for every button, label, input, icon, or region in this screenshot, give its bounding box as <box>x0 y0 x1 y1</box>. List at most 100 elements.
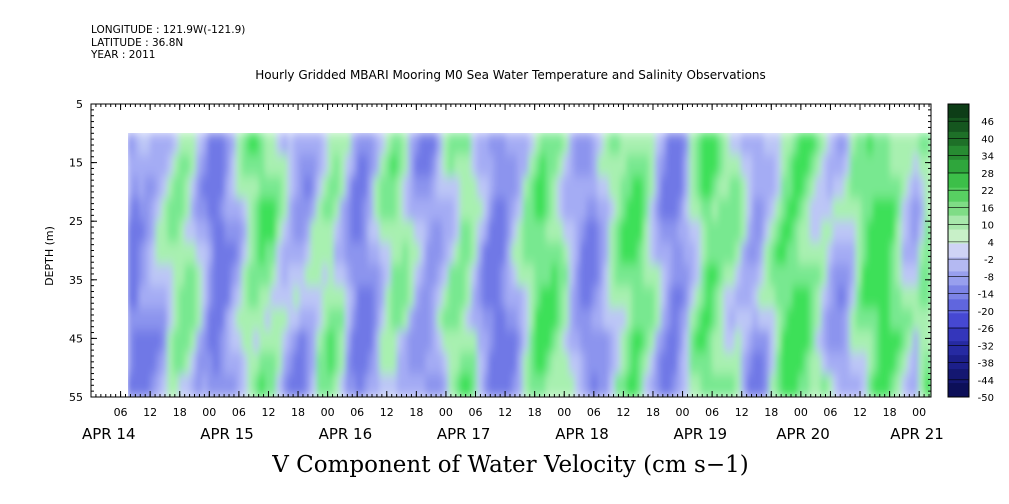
heatmap-cell <box>557 176 565 201</box>
heatmap-cell <box>803 220 812 245</box>
heatmap-cell <box>706 352 715 377</box>
heatmap-cell <box>689 242 697 267</box>
heatmap-cell <box>763 330 772 355</box>
heatmap-cell <box>603 264 611 289</box>
heatmap-cell <box>408 176 416 201</box>
heatmap-cell <box>413 286 422 311</box>
heatmap-cell <box>786 374 795 397</box>
heatmap-cell <box>333 308 342 333</box>
heatmap-cell <box>803 264 812 289</box>
x-hour-tick-label: 00 <box>321 406 335 419</box>
heatmap-cell <box>924 330 931 355</box>
heatmap-cell <box>430 374 439 397</box>
heatmap-cell <box>901 220 910 245</box>
heatmap-cell <box>792 198 801 223</box>
heatmap-cell <box>442 242 451 267</box>
heatmap-cell <box>213 198 221 223</box>
heatmap-cell <box>597 220 606 245</box>
heatmap-cell <box>453 220 462 245</box>
heatmap-cell <box>362 220 370 245</box>
heatmap-cell <box>207 286 216 311</box>
heatmap-cell <box>746 308 755 333</box>
colorbar-label: -8 <box>984 272 994 283</box>
heatmap-cell <box>637 264 646 289</box>
heatmap-cell <box>792 308 801 333</box>
heatmap-cell <box>637 242 646 267</box>
heatmap-cell <box>488 352 497 377</box>
heatmap-cell <box>884 176 892 201</box>
heatmap-cell <box>281 220 290 245</box>
heatmap-cell <box>551 352 560 377</box>
heatmap-cell <box>884 352 892 377</box>
heatmap-cell <box>712 176 720 201</box>
heatmap-cell <box>574 176 583 201</box>
x-date-label: APR 20 <box>776 425 830 443</box>
heatmap-cell <box>207 154 216 179</box>
x-hour-tick-label: 00 <box>676 406 690 419</box>
heatmap-cell <box>849 154 858 179</box>
heatmap-cell <box>654 198 663 223</box>
heatmap-cell <box>574 352 583 377</box>
heatmap-cell <box>889 154 898 179</box>
heatmap-cell <box>299 176 307 201</box>
heatmap-cell <box>843 176 852 201</box>
heatmap-cell <box>132 176 141 201</box>
heatmap-cell <box>425 220 433 245</box>
heatmap-cell <box>729 242 737 267</box>
y-tick-label: 45 <box>69 332 83 345</box>
heatmap-cell <box>620 286 629 311</box>
heatmap-cell <box>390 176 399 201</box>
heatmap-cell <box>654 154 663 179</box>
heatmap-cell <box>224 242 233 267</box>
colorbar-label: 16 <box>981 203 994 214</box>
heatmap-cell <box>413 374 422 397</box>
heatmap-cell <box>344 374 353 397</box>
heatmap-cell <box>385 352 393 377</box>
heatmap-cell <box>798 176 806 201</box>
heatmap-cell <box>855 374 864 397</box>
heatmap-cell <box>517 198 525 223</box>
heatmap-cell <box>258 133 267 157</box>
heatmap-cell <box>442 352 451 377</box>
heatmap-cell <box>172 264 181 289</box>
heatmap-cell <box>901 286 910 311</box>
heatmap-cell <box>367 308 376 333</box>
heatmap-cell <box>545 176 554 201</box>
heatmap-cell <box>253 286 261 311</box>
heatmap-cell <box>740 330 749 355</box>
heatmap-cell <box>683 133 692 157</box>
heatmap-cell <box>270 220 279 245</box>
heatmap-cell <box>396 330 405 355</box>
heatmap-cell <box>235 220 244 245</box>
heatmap-cell <box>241 220 250 245</box>
heatmap-cell <box>597 198 606 223</box>
heatmap-cell <box>677 264 686 289</box>
heatmap-cell <box>430 242 439 267</box>
heatmap-cell <box>654 286 663 311</box>
x-hour-tick-label: 12 <box>735 406 749 419</box>
heatmap-cell <box>694 133 703 157</box>
heatmap-cell <box>689 198 697 223</box>
heatmap-cell <box>620 374 629 397</box>
heatmap-cell <box>895 242 904 267</box>
heatmap-cell <box>889 374 898 397</box>
heatmap-cell <box>648 286 657 311</box>
heatmap-cell <box>912 352 921 377</box>
heatmap-cell <box>281 242 290 267</box>
heatmap-cell <box>195 198 204 223</box>
heatmap-cell <box>224 133 233 157</box>
heatmap-cell <box>608 264 617 289</box>
heatmap-cell <box>132 154 141 179</box>
heatmap-cell <box>643 154 651 179</box>
heatmap-cell <box>390 242 399 267</box>
heatmap-cell <box>866 330 875 355</box>
heatmap-cell <box>803 330 812 355</box>
heatmap-cell <box>430 352 439 377</box>
heatmap-cell <box>648 133 657 157</box>
heatmap-cell <box>901 133 910 157</box>
heatmap-cell <box>402 176 411 201</box>
heatmap-cell <box>843 220 852 245</box>
heatmap-cell <box>723 352 732 377</box>
chart-title: Hourly Gridded MBARI Mooring M0 Sea Wate… <box>255 68 766 82</box>
